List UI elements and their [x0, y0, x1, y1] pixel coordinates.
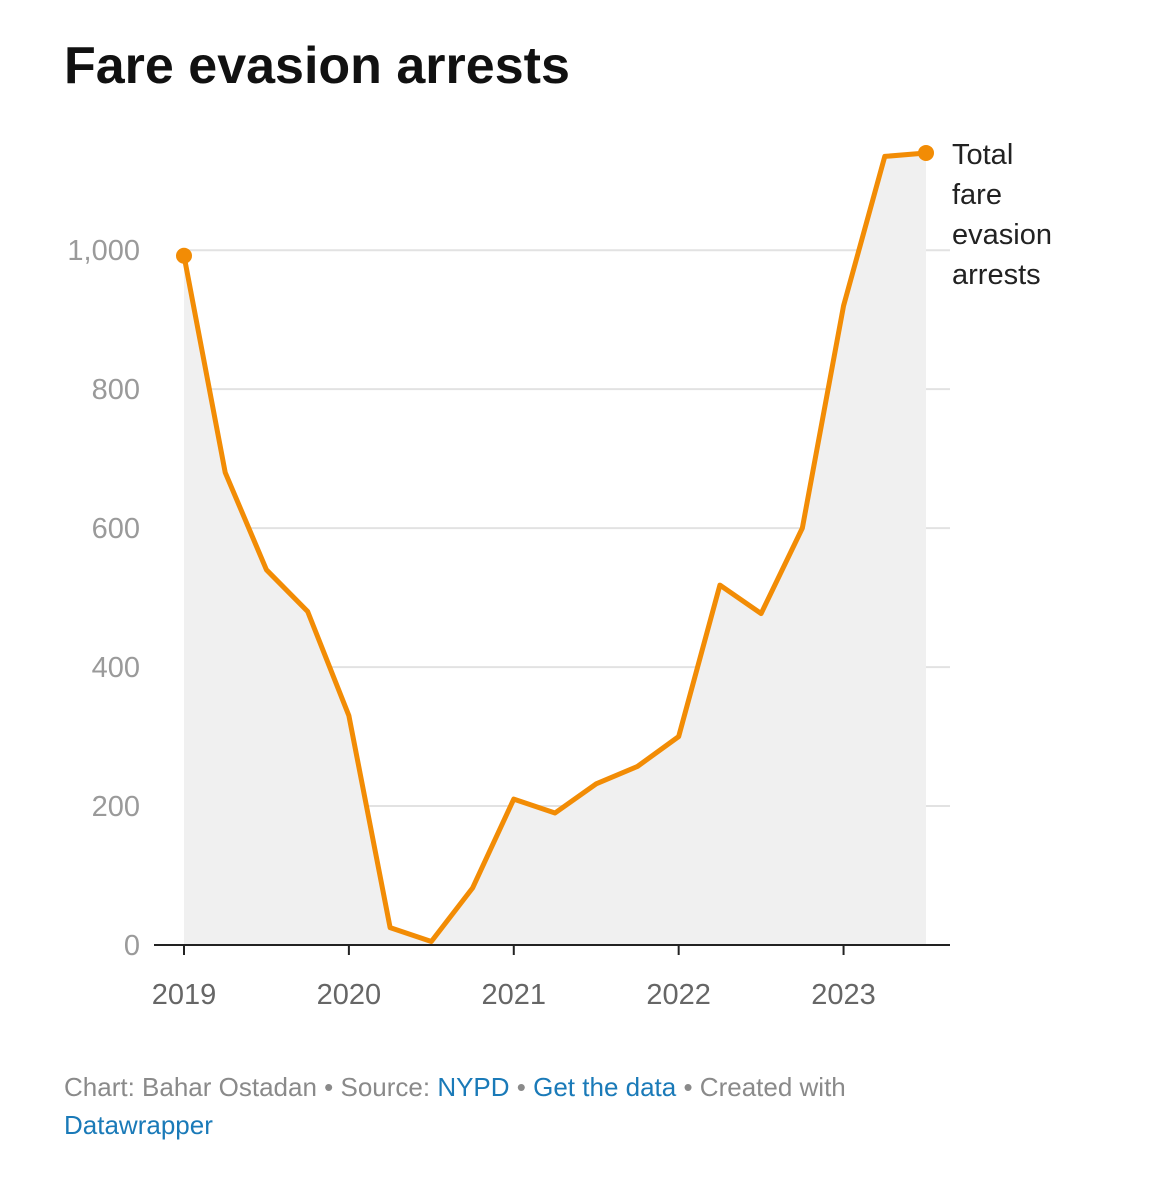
footer-separator: •	[509, 1072, 534, 1102]
x-tick-label: 2022	[646, 979, 711, 1011]
footer-chart-prefix: Chart:	[64, 1072, 143, 1102]
footer-separator: •	[316, 1072, 341, 1102]
y-tick-label: 0	[124, 930, 140, 962]
y-tick-label: 200	[92, 791, 140, 823]
footer-created-with: Created with	[699, 1072, 846, 1102]
series-label: Total fare evasion arrests	[952, 139, 1052, 291]
y-tick-label: 800	[92, 374, 140, 406]
footer-separator: •	[676, 1072, 700, 1102]
series-line	[176, 144, 934, 945]
series-label-line: arrests	[952, 259, 1041, 291]
start-point	[176, 247, 192, 264]
end-point	[918, 144, 934, 161]
series-label-line: Total	[952, 139, 1013, 171]
y-tick-label: 1,000	[67, 235, 140, 267]
footer-source-prefix: Source:	[340, 1072, 438, 1102]
area-path	[184, 152, 926, 946]
tick-labels: 0 200 400 600 800 1,000 2019 2020 2021 2022 2023 To…	[67, 139, 1052, 1011]
x-tick-label: 2019	[152, 979, 217, 1011]
area-fill	[184, 152, 926, 946]
x-tick-label: 2021	[482, 979, 547, 1011]
footer-author: Bahar Ostadan	[142, 1072, 317, 1102]
source-link[interactable]: NYPD	[437, 1072, 510, 1102]
x-tick-label: 2020	[317, 979, 382, 1011]
datawrapper-link[interactable]: Datawrapper	[64, 1110, 213, 1140]
y-tick-label: 600	[92, 513, 140, 545]
x-axis	[154, 944, 950, 955]
series-line-path	[181, 150, 929, 945]
series-label-line: fare	[952, 179, 1002, 211]
chart-footer: Chart: Bahar Ostadan • Source: NYPD • Ge…	[64, 1068, 964, 1144]
x-tick-label: 2023	[811, 979, 876, 1011]
chart: 0 200 400 600 800 1,000 2019 2020 2021 2022 2023 To…	[67, 139, 1052, 1011]
series-label-line: evasion	[952, 219, 1052, 251]
y-tick-label: 400	[92, 652, 140, 684]
get-data-link[interactable]: Get the data	[533, 1072, 677, 1102]
chart-title: Fare evasion arrests	[64, 37, 570, 95]
